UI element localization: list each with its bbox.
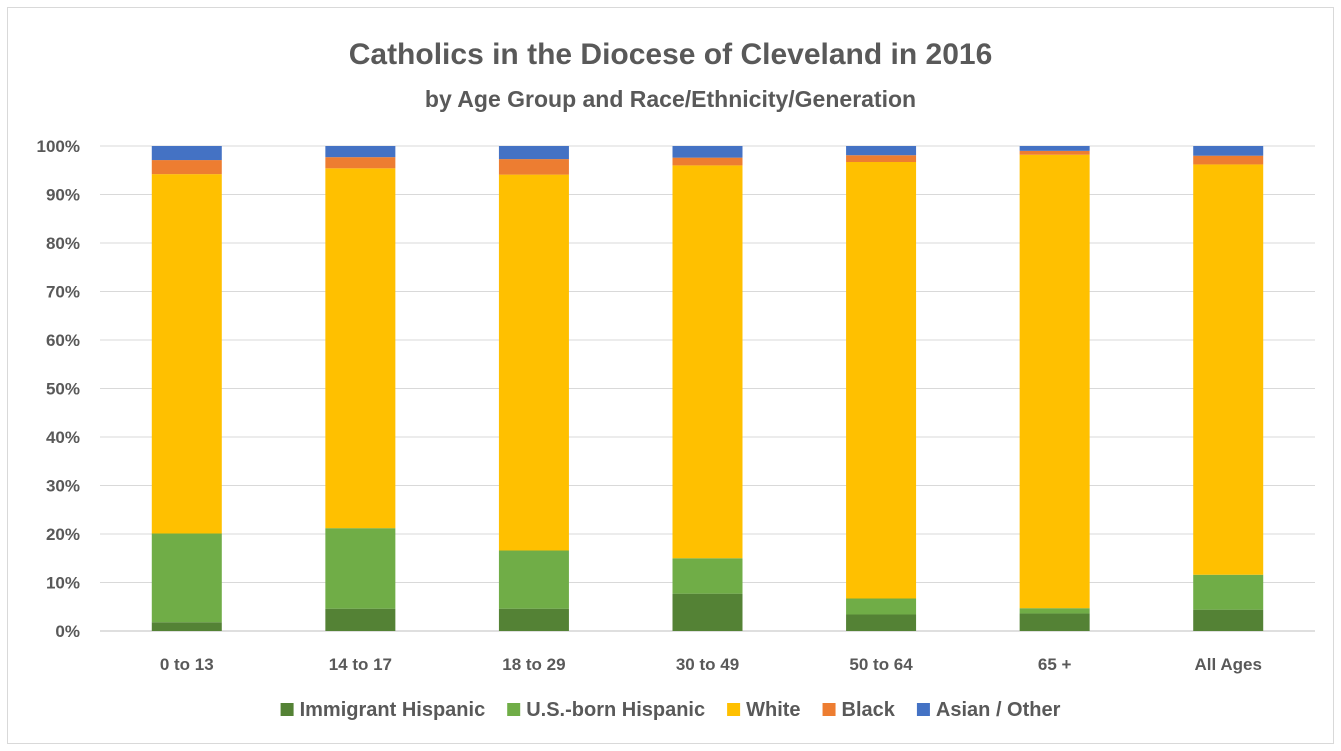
- bar-segment-immigrant-hispanic: [672, 593, 743, 631]
- legend-label: Asian / Other: [936, 699, 1061, 721]
- y-tick-label: 20%: [46, 525, 80, 544]
- bar-segment-white: [846, 162, 917, 599]
- legend-label: Black: [842, 699, 896, 721]
- bar-segment-white: [672, 165, 743, 559]
- bar-segment-white: [151, 174, 222, 534]
- bar-segment-black: [672, 157, 743, 166]
- y-tick-label: 80%: [46, 234, 80, 253]
- bar-segment-u-s-born-hispanic: [1019, 608, 1090, 614]
- x-tick-label: All Ages: [1195, 655, 1262, 674]
- bar-segment-black: [151, 160, 222, 175]
- x-tick-label: 30 to 49: [676, 655, 739, 674]
- x-tick-label: 18 to 29: [502, 655, 565, 674]
- bar-segment-asian-other: [325, 146, 396, 158]
- bar-segment-u-s-born-hispanic: [672, 558, 743, 594]
- legend-label: White: [746, 699, 800, 721]
- chart-subtitle: by Age Group and Race/Ethnicity/Generati…: [424, 86, 917, 112]
- x-tick-label: 50 to 64: [849, 655, 913, 674]
- x-tick-label: 14 to 17: [329, 655, 392, 674]
- y-tick-label: 40%: [46, 428, 80, 447]
- legend-label: U.S.-born Hispanic: [526, 699, 705, 721]
- bar-segment-immigrant-hispanic: [1193, 609, 1264, 631]
- bar-segment-u-s-born-hispanic: [325, 528, 396, 609]
- bar-segment-white: [1019, 154, 1090, 609]
- legend-swatch: [727, 703, 741, 716]
- bar-segment-black: [325, 157, 396, 169]
- bar-segment-black: [846, 155, 917, 163]
- bar-segment-asian-other: [1019, 146, 1090, 151]
- y-tick-label: 60%: [46, 331, 80, 350]
- bar-segment-u-s-born-hispanic: [151, 533, 222, 623]
- bar-segment-asian-other: [672, 146, 743, 158]
- bar-segment-black: [1193, 155, 1264, 165]
- bar-segment-u-s-born-hispanic: [846, 598, 917, 615]
- bar-segment-immigrant-hispanic: [498, 608, 569, 631]
- x-tick-label: 65 +: [1038, 655, 1072, 674]
- bar-segment-white: [1193, 164, 1264, 575]
- bar-segment-white: [498, 174, 569, 551]
- chart-title: Catholics in the Diocese of Cleveland in…: [348, 38, 993, 71]
- bar-segment-black: [1019, 150, 1090, 155]
- legend-swatch: [280, 703, 294, 716]
- legend-swatch: [507, 703, 521, 716]
- x-tick-label: 0 to 13: [160, 655, 214, 674]
- bar-segment-u-s-born-hispanic: [1193, 574, 1264, 610]
- bar-segment-white: [325, 168, 396, 529]
- y-tick-label: 30%: [46, 477, 80, 496]
- bar-segment-asian-other: [1193, 146, 1264, 156]
- y-tick-label: 90%: [46, 186, 80, 205]
- legend-label: Immigrant Hispanic: [300, 699, 486, 721]
- y-tick-label: 100%: [37, 137, 80, 156]
- bar-segment-immigrant-hispanic: [1019, 613, 1090, 631]
- y-tick-label: 10%: [46, 574, 80, 593]
- y-tick-label: 50%: [46, 380, 80, 399]
- bar-segment-asian-other: [151, 146, 222, 161]
- bar-segment-black: [498, 159, 569, 175]
- chart-frame: [7, 7, 1334, 744]
- bar-segment-immigrant-hispanic: [325, 608, 396, 631]
- bar-segment-immigrant-hispanic: [151, 622, 222, 631]
- bar-segment-asian-other: [498, 146, 569, 160]
- legend-swatch: [916, 703, 930, 716]
- legend-swatch: [822, 703, 836, 716]
- bar-segment-asian-other: [846, 146, 917, 156]
- y-tick-label: 70%: [46, 283, 80, 302]
- bar-segment-immigrant-hispanic: [846, 614, 917, 631]
- bar-segment-u-s-born-hispanic: [498, 550, 569, 609]
- y-tick-label: 0%: [55, 622, 80, 641]
